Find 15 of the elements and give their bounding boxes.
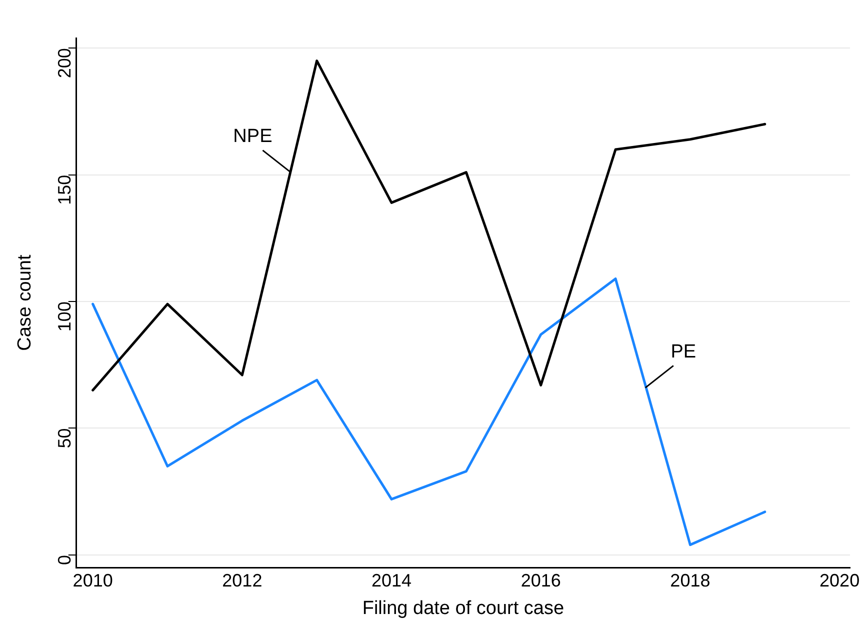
x-tick-label: 2012 bbox=[222, 570, 262, 590]
y-tick-label: 200 bbox=[54, 48, 74, 78]
y-axis-title: Case count bbox=[14, 254, 36, 351]
x-tick-label: 2018 bbox=[670, 570, 710, 590]
x-tick-label: 2014 bbox=[371, 570, 412, 590]
annotation: PE bbox=[670, 341, 696, 362]
x-tick-label: 2020 bbox=[820, 570, 860, 590]
x-tick-label: 2010 bbox=[72, 570, 113, 590]
y-tick-label: 0 bbox=[54, 554, 74, 565]
annotation: NPE bbox=[233, 126, 272, 148]
x-axis-title: Filing date of court case bbox=[362, 598, 564, 619]
x-tick-label: 2016 bbox=[520, 570, 561, 590]
y-tick-label: 50 bbox=[54, 428, 74, 448]
y-tick-label: 150 bbox=[54, 174, 74, 205]
y-tick-label: 100 bbox=[54, 302, 74, 332]
